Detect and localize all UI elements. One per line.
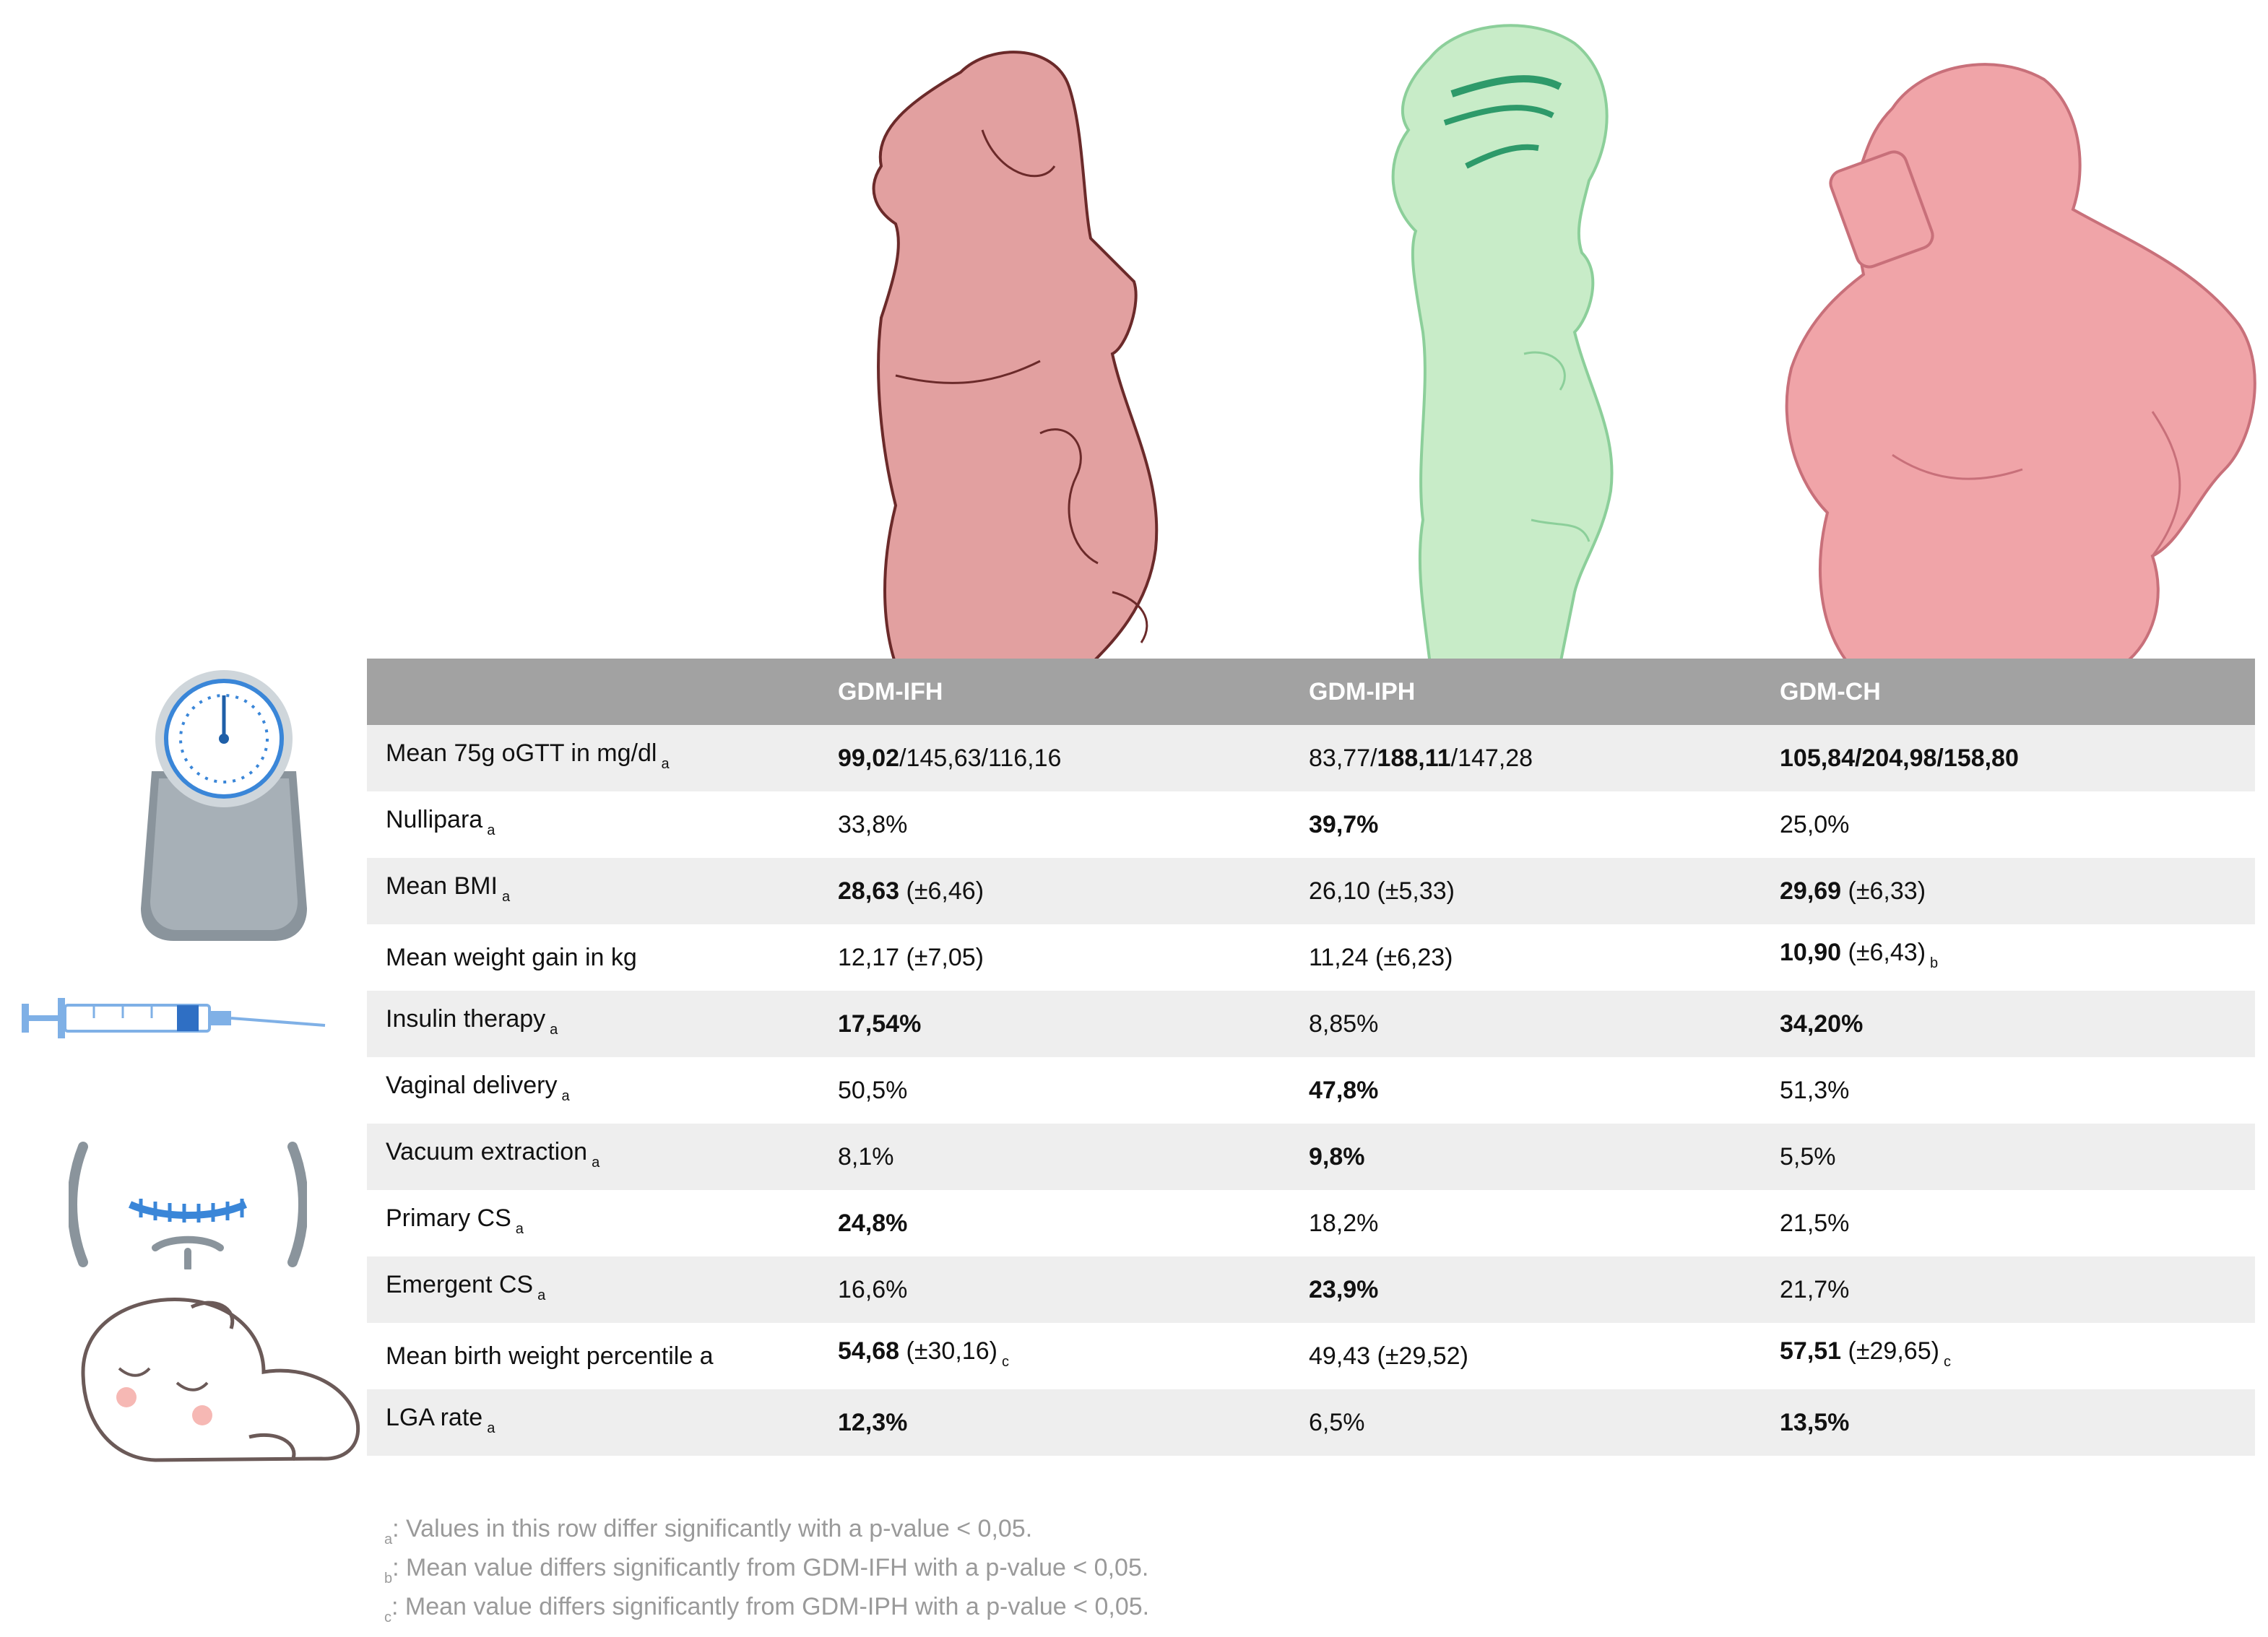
header-cell-gdm-iph: GDM-IPH <box>1309 678 1416 705</box>
significance-mark: c <box>1943 1353 1951 1370</box>
value-cell: 50,5% <box>838 1077 908 1104</box>
syringe-icon <box>14 989 332 1047</box>
pregnant-woman-iph-illustration <box>1343 14 1661 664</box>
table-row: LGA rate a 12,3% 6,5% 13,5% <box>367 1389 2255 1456</box>
value-cell: 12,3% <box>838 1409 908 1436</box>
value-cell: 18,2% <box>1309 1210 1379 1237</box>
header-cell-gdm-ch: GDM-CH <box>1780 678 1881 705</box>
row-label: Mean BMI a <box>386 872 511 905</box>
significance-mark: a <box>592 1154 600 1171</box>
row-label: Vacuum extraction a <box>386 1137 600 1171</box>
header-cell-gdm-ifh: GDM-IFH <box>838 678 943 705</box>
value-cell: 17,54% <box>838 1010 922 1038</box>
value-cell: 16,6% <box>838 1276 908 1303</box>
footnote: c: Mean value differs significantly from… <box>384 1593 1150 1625</box>
table-row: Vacuum extraction a 8,1% 9,8% 5,5% <box>367 1124 2255 1190</box>
value-cell: 99,02/145,63/116,16 <box>838 744 1062 772</box>
row-label: Primary CS a <box>386 1204 524 1237</box>
cesarean-incision-icon <box>69 1139 307 1269</box>
table-row: Insulin therapy a 17,54% 8,85% 34,20% <box>367 991 2255 1057</box>
value-cell: 105,84/204,98/158,80 <box>1780 744 2019 772</box>
significance-mark: a <box>487 822 495 838</box>
value-cell: 6,5% <box>1309 1409 1365 1436</box>
value-cell: 33,8% <box>838 811 908 838</box>
value-cell: 49,43 (±29,52) <box>1309 1342 1468 1370</box>
table-row: Vaginal delivery a 50,5% 47,8% 51,3% <box>367 1057 2255 1124</box>
value-cell: 23,9% <box>1309 1276 1379 1303</box>
value-cell: 8,1% <box>838 1143 894 1171</box>
footnote: a: Values in this row differ significant… <box>384 1515 1033 1547</box>
footnotes: a: Values in this row differ significant… <box>384 1509 1149 1626</box>
significance-mark: a <box>561 1087 570 1104</box>
value-cell: 34,20% <box>1780 1010 1864 1038</box>
value-cell: 57,51 (±29,65) c <box>1780 1337 1951 1370</box>
value-cell: 5,5% <box>1780 1143 1836 1171</box>
scale-icon <box>130 670 318 945</box>
significance-mark: b <box>1930 955 1939 971</box>
value-cell: 25,0% <box>1780 811 1850 838</box>
significance-mark: c <box>1001 1353 1009 1370</box>
pregnant-woman-ifh-illustration <box>852 43 1185 664</box>
value-cell: 24,8% <box>838 1210 908 1237</box>
table-header-row: GDM-IFH GDM-IPH GDM-CH <box>367 659 2255 725</box>
value-cell: 11,24 (±6,23) <box>1309 944 1453 971</box>
row-label: Nullipara a <box>386 805 495 838</box>
value-cell: 8,85% <box>1309 1010 1379 1038</box>
value-cell: 28,63 (±6,46) <box>838 877 984 905</box>
value-cell: 9,8% <box>1309 1143 1365 1171</box>
table-row: Primary CS a 24,8% 18,2% 21,5% <box>367 1190 2255 1256</box>
significance-mark: a <box>487 1420 495 1436</box>
value-cell: 13,5% <box>1780 1409 1850 1436</box>
value-cell: 10,90 (±6,43) b <box>1780 938 1939 971</box>
table-row: Nullipara a 33,8% 39,7% 25,0% <box>367 791 2255 858</box>
table-row: Mean BMI a 28,63 (±6,46) 26,10 (±5,33) 29,69… <box>367 858 2255 924</box>
table-row: Mean birth weight percentile a 54,68 (±30… <box>367 1323 2255 1389</box>
row-label: Vaginal delivery a <box>386 1071 570 1104</box>
row-label: Emergent CS a <box>386 1270 546 1303</box>
table-row: Mean 75g oGTT in mg/dl a 99,02/145,63/116,… <box>367 725 2255 791</box>
value-cell: 51,3% <box>1780 1077 1850 1104</box>
value-cell: 26,10 (±5,33) <box>1309 877 1455 905</box>
row-label: Mean birth weight percentile a <box>386 1342 714 1370</box>
results-table: GDM-IFH GDM-IPH GDM-CH Mean 75g oGTT in mg/… <box>367 659 2255 1456</box>
footnote: b: Mean value differs significantly from… <box>384 1554 1149 1586</box>
value-cell: 21,5% <box>1780 1210 1850 1237</box>
value-cell: 47,8% <box>1309 1077 1379 1104</box>
significance-mark: a <box>515 1220 524 1237</box>
row-label: Mean 75g oGTT in mg/dl a <box>386 739 670 772</box>
significance-mark: a <box>501 888 511 905</box>
table-row: Emergent CS a 16,6% 23,9% 21,7% <box>367 1256 2255 1323</box>
value-cell: 21,7% <box>1780 1276 1850 1303</box>
pregnant-woman-ch-illustration <box>1748 51 2268 664</box>
significance-mark: a <box>550 1021 558 1038</box>
significance-mark: a <box>537 1287 546 1303</box>
row-label: Mean weight gain in kg <box>386 944 637 971</box>
table-row: Mean weight gain in kg 12,17 (±7,05) 11,24… <box>367 924 2255 991</box>
significance-mark: a <box>661 755 670 772</box>
sleeping-baby-icon <box>69 1293 365 1466</box>
row-label: LGA rate a <box>386 1403 495 1436</box>
row-label: Insulin therapy a <box>386 1004 558 1038</box>
value-cell: 39,7% <box>1309 811 1379 838</box>
value-cell: 12,17 (±7,05) <box>838 944 984 971</box>
value-cell: 54,68 (±30,16) c <box>838 1337 1009 1370</box>
value-cell: 83,77/188,11/147,28 <box>1309 744 1533 772</box>
value-cell: 29,69 (±6,33) <box>1780 877 1926 905</box>
